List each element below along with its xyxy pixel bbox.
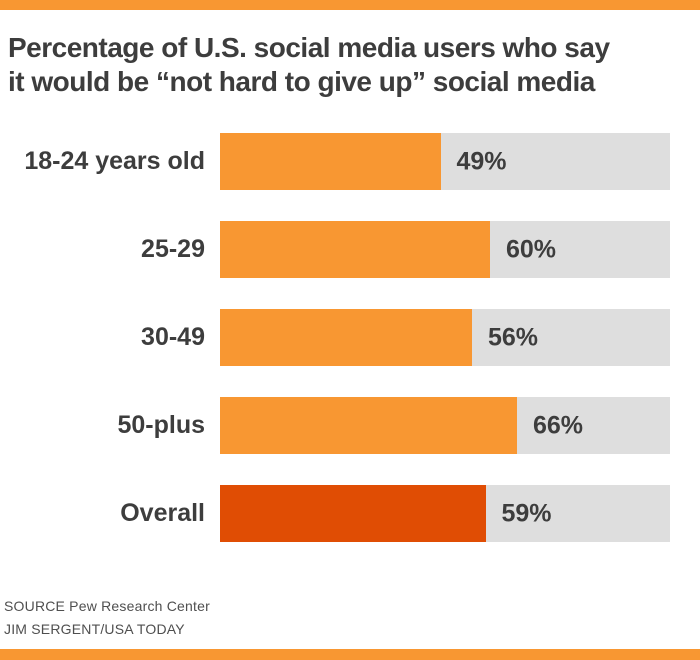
chart-title: Percentage of U.S. social media users wh… bbox=[8, 31, 698, 99]
bar-value-label: 56% bbox=[488, 323, 539, 351]
bar-track: 56% bbox=[220, 309, 670, 366]
bar-fill bbox=[220, 133, 441, 190]
bar-value-label: 60% bbox=[506, 235, 557, 263]
bar-category-label: 30-49 bbox=[141, 323, 205, 351]
footer: SOURCE Pew Research Center JIM SERGENT/U… bbox=[4, 595, 210, 641]
chart-title-line-2: it would be “not hard to give up” social… bbox=[8, 66, 595, 97]
bar-row: 50-plus 66% bbox=[0, 397, 700, 454]
bar-fill bbox=[220, 309, 472, 366]
bar-category-label: 50-plus bbox=[117, 411, 205, 439]
bar-row-overall-highlight: Overall 59% bbox=[0, 485, 700, 542]
credit-text: JIM SERGENT/USA TODAY bbox=[4, 621, 185, 637]
top-accent-bar bbox=[0, 0, 700, 10]
bar-track: 60% bbox=[220, 221, 670, 278]
bar-row: 25-29 60% bbox=[0, 221, 700, 278]
bar-row: 18-24 years old 49% bbox=[0, 133, 700, 190]
bar-fill bbox=[220, 485, 486, 542]
bottom-accent-bar bbox=[0, 649, 700, 660]
bar-row: 30-49 56% bbox=[0, 309, 700, 366]
bar-track: 66% bbox=[220, 397, 670, 454]
bar-category-label: Overall bbox=[120, 499, 205, 527]
bar-track: 59% bbox=[220, 485, 670, 542]
bar-value-label: 66% bbox=[533, 411, 584, 439]
bar-category-label: 18-24 years old bbox=[24, 147, 205, 175]
bar-chart: 18-24 years old 49% 25-29 60% 30-49 56% … bbox=[0, 133, 700, 542]
bar-fill bbox=[220, 397, 517, 454]
source-text: SOURCE Pew Research Center bbox=[4, 598, 210, 614]
bar-track: 49% bbox=[220, 133, 670, 190]
chart-title-line-1: Percentage of U.S. social media users wh… bbox=[8, 32, 610, 63]
bar-value-label: 49% bbox=[456, 147, 507, 175]
bar-category-label: 25-29 bbox=[141, 235, 205, 263]
bar-fill bbox=[220, 221, 490, 278]
bar-value-label: 59% bbox=[501, 499, 552, 527]
